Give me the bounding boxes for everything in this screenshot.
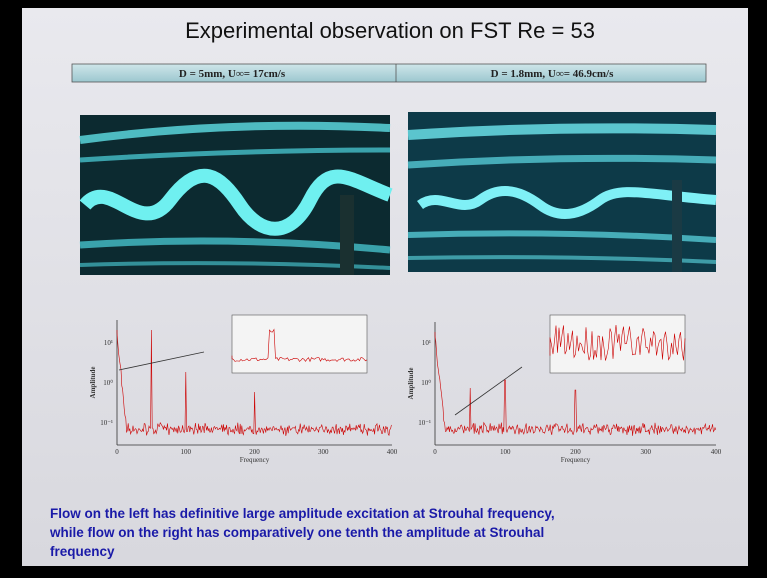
inset-frame <box>232 315 367 373</box>
x-tick-label: 300 <box>318 448 329 456</box>
x-tick-label: 100 <box>500 448 511 456</box>
y-tick-label: 10⁻¹ <box>418 419 431 427</box>
flow-image-right <box>408 112 716 272</box>
caption-line: frequency <box>50 544 115 559</box>
y-tick-label: 10⁰ <box>421 379 431 387</box>
y-tick-label: 10⁰ <box>103 379 113 387</box>
x-tick-label: 200 <box>570 448 581 456</box>
x-tick-label: 300 <box>641 448 652 456</box>
x-tick-label: 0 <box>433 448 437 456</box>
x-tick-label: 400 <box>711 448 722 456</box>
x-axis-label: Frequency <box>561 456 591 464</box>
caption-line: while flow on the right has comparativel… <box>49 525 544 540</box>
y-axis-label: Amplitude <box>407 368 415 400</box>
y-tick-label: 10¹ <box>422 339 431 347</box>
x-tick-label: 100 <box>181 448 192 456</box>
y-axis-label: Amplitude <box>89 367 97 399</box>
header-cell: D = 1.8mm, U∞= 46.9cm/s <box>491 68 614 80</box>
x-tick-label: 400 <box>387 448 398 456</box>
flow-image-left <box>80 115 390 275</box>
x-tick-label: 0 <box>115 448 119 456</box>
caption-line: Flow on the left has definitive large am… <box>50 506 555 521</box>
x-axis-label: Frequency <box>240 456 270 464</box>
header-cell: D = 5mm, U∞= 17cm/s <box>179 68 286 80</box>
slide-title: Experimental observation on FST Re = 53 <box>185 18 595 43</box>
slide <box>22 8 748 566</box>
x-tick-label: 200 <box>249 448 260 456</box>
y-tick-label: 10⁻¹ <box>100 419 113 427</box>
slide-screenshot: Experimental observation on FST Re = 53 … <box>0 0 767 578</box>
y-tick-label: 10¹ <box>104 339 113 347</box>
